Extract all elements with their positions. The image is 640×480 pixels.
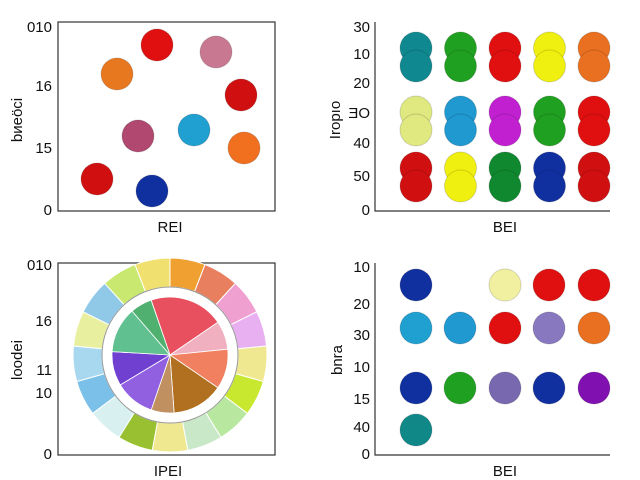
tick-label: 10 — [35, 385, 52, 402]
dot — [488, 371, 522, 405]
tick-label: 10 — [353, 259, 370, 276]
dot — [577, 113, 611, 147]
dot — [532, 311, 566, 345]
tick-label: 0 — [362, 446, 370, 463]
tick-label: 10 — [353, 46, 370, 63]
dot — [532, 268, 566, 302]
dot — [533, 113, 566, 147]
dot — [577, 268, 611, 302]
axes — [374, 263, 610, 456]
dot — [488, 49, 522, 83]
y-label: Iropıo — [327, 101, 344, 139]
x-label: BEI — [493, 219, 517, 236]
tick-label: 20 — [353, 75, 370, 92]
y-label: bиeöci — [9, 98, 26, 142]
x-label: IPEI — [154, 463, 182, 480]
tick-label: 16 — [35, 78, 52, 95]
tick-label: 40 — [353, 135, 370, 152]
x-label: REI — [157, 219, 182, 236]
dot — [488, 268, 522, 302]
tick-label: 16 — [35, 313, 52, 330]
dot — [444, 49, 477, 83]
tick-label: 15 — [35, 140, 52, 157]
dot — [399, 113, 433, 147]
tick-label: 40 — [353, 419, 370, 436]
pie-wedge — [169, 354, 219, 414]
tick-label: 010 — [27, 257, 52, 274]
axes — [374, 22, 610, 212]
dot — [443, 311, 477, 345]
dot — [399, 371, 433, 405]
dot — [100, 57, 134, 91]
dot — [140, 28, 174, 62]
dot — [227, 131, 261, 165]
tick-label: 0 — [44, 202, 52, 219]
dot — [577, 49, 611, 83]
dot — [135, 174, 169, 208]
dot — [399, 311, 433, 345]
tick-label: 0 — [44, 446, 52, 463]
tick-label: 50 — [353, 168, 370, 185]
dot — [488, 113, 522, 147]
dot — [488, 311, 522, 345]
dot — [224, 78, 258, 112]
y-label: loodei — [9, 340, 26, 380]
dot — [577, 371, 611, 405]
dot — [488, 169, 522, 203]
dot — [532, 371, 566, 405]
pie-wedge — [131, 299, 171, 356]
dot — [121, 119, 155, 153]
dot — [399, 268, 433, 302]
frame — [57, 21, 276, 212]
tick-label: 30 — [353, 19, 370, 36]
tick-label: ƎO — [348, 105, 370, 122]
tick-label: 010 — [27, 19, 52, 36]
tick-label: 20 — [353, 296, 370, 313]
dot — [399, 169, 433, 203]
tick-label: 11 — [36, 362, 52, 379]
dot — [199, 35, 233, 69]
dot — [533, 49, 566, 83]
dot — [177, 113, 211, 147]
tick-label: 10 — [353, 359, 370, 376]
x-label: BEI — [493, 463, 517, 480]
ring-segment — [151, 421, 189, 453]
tick-label: 0 — [362, 202, 370, 219]
dot — [399, 413, 433, 447]
dot — [80, 162, 114, 196]
y-label: bnra — [329, 344, 346, 375]
dot — [444, 169, 477, 203]
dot — [577, 311, 611, 345]
dot — [443, 371, 477, 405]
dot — [399, 49, 433, 83]
tick-label: 30 — [353, 327, 370, 344]
dot — [577, 169, 611, 203]
tick-label: 15 — [353, 391, 370, 408]
pie-wedge — [150, 296, 219, 356]
dot — [444, 113, 477, 147]
dot — [533, 169, 566, 203]
